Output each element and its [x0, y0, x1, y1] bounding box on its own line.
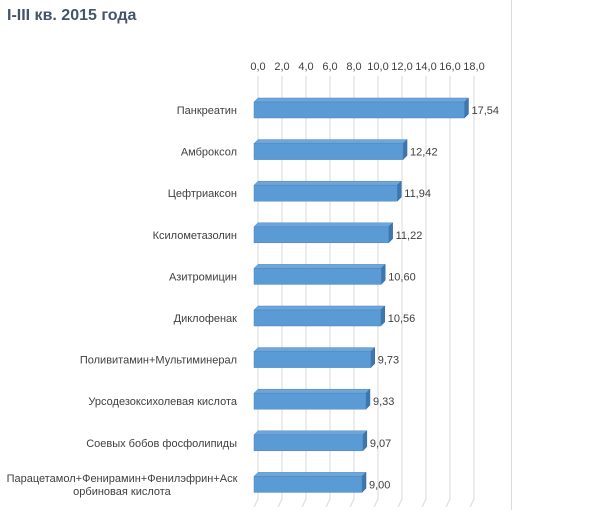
x-tick-label: 4,0 [298, 61, 313, 73]
bar-top-face [253, 388, 371, 394]
data-label: 10,60 [388, 271, 416, 283]
category-label: Диклофенак [174, 313, 238, 325]
data-label: 12,42 [410, 147, 438, 159]
data-label: 9,00 [369, 479, 390, 491]
bar-top-face [253, 180, 402, 186]
floor-gridline [373, 498, 379, 508]
x-tick-label: 12,0 [391, 61, 412, 73]
floor-gridline [325, 498, 331, 508]
data-label: 11,22 [396, 230, 423, 242]
x-tick-label: 18,0 [463, 61, 484, 73]
x-tick-label: 2,0 [274, 61, 289, 73]
floor-gridline [277, 498, 283, 508]
bar-top-face [253, 472, 367, 477]
data-label: 10,56 [388, 313, 416, 325]
chart-frame-edge [511, 0, 512, 510]
category-label: Поливитамин+Мультиминерал [80, 355, 237, 367]
data-label: 17,54 [471, 105, 499, 117]
data-label: 9,73 [378, 355, 399, 367]
x-tick-label: 14,0 [415, 61, 436, 73]
bar-top-face [253, 139, 408, 144]
x-tick-label: 6,0 [322, 61, 337, 73]
bar-top-face [253, 305, 386, 311]
bar [253, 392, 367, 410]
bar [253, 309, 381, 327]
x-tick-label: 16,0 [439, 61, 460, 73]
category-label: Парацетамол+Фенирамин+Фенилэфрин+Аск [7, 473, 238, 485]
bar [253, 434, 364, 452]
data-label: 9,33 [373, 396, 394, 408]
bar [253, 476, 363, 493]
category-label: Соевых бобов фосфолипиды [86, 438, 237, 450]
bar-top-face [253, 97, 470, 103]
floor-gridline [445, 498, 451, 508]
bar-top-face [253, 264, 386, 269]
bar [253, 226, 389, 244]
x-tick-label: 10,0 [367, 61, 388, 73]
bar [253, 268, 382, 285]
bar [253, 184, 398, 202]
floor-gridline [421, 498, 427, 508]
category-label: Азитромицин [169, 271, 237, 283]
floor-gridline [301, 498, 307, 508]
data-label: 9,07 [370, 438, 391, 450]
bar-top-face [253, 347, 376, 352]
category-label: Амброксол [181, 147, 237, 159]
data-label: 11,94 [404, 188, 431, 200]
bar [253, 143, 404, 160]
floor-gridline [469, 498, 475, 508]
category-label: Урсодезоксихолевая кислота [88, 396, 237, 408]
category-label: орбиновая кислота [73, 486, 172, 498]
x-tick-label: 0,0 [250, 61, 265, 73]
category-label: Панкреатин [177, 105, 237, 117]
chart-title: I-III кв. 2015 года [7, 7, 137, 24]
bar-top-face [253, 430, 368, 436]
floor-gridline [349, 498, 355, 508]
bar [253, 351, 372, 368]
bar [253, 101, 465, 119]
category-label: Ксилометазолин [153, 230, 237, 242]
floor-gridline [397, 498, 403, 508]
category-label: Цефтриаксон [168, 188, 237, 200]
bar-top-face [253, 222, 394, 228]
x-tick-label: 8,0 [346, 61, 361, 73]
floor-gridline [253, 498, 259, 508]
